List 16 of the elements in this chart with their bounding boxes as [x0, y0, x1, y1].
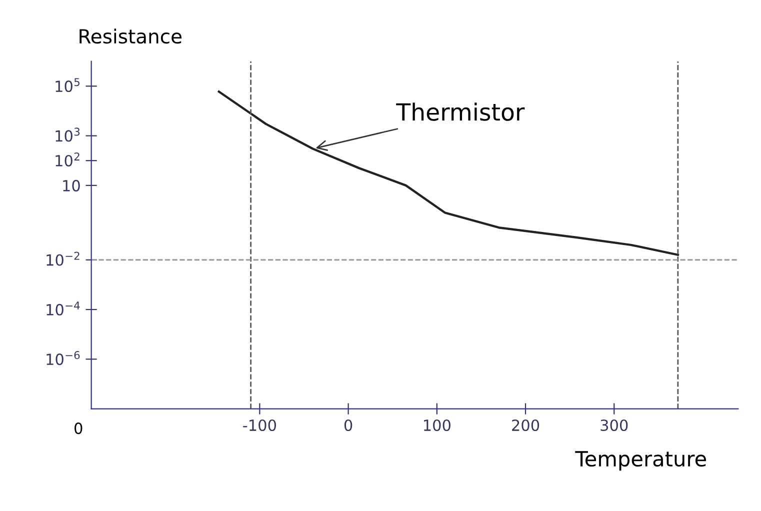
line-series — [218, 90, 680, 256]
y-tick-label: 10$^{−4}$ — [46, 302, 80, 316]
y-tick-label: 10$^{5}$ — [56, 78, 80, 92]
x-tick-label: 200 — [512, 419, 540, 432]
x-tick-label: -100 — [243, 419, 276, 432]
y-tick-label: 10$^{3}$ — [56, 128, 80, 142]
y-tick-label: 10 — [63, 180, 80, 192]
x-axis-title: Temperature — [575, 451, 706, 471]
x-tick-label: 0 — [344, 419, 352, 432]
y-axis-title: Resistance — [80, 28, 182, 44]
x-tick-label: 300 — [600, 419, 628, 432]
x-tick-label: 100 — [424, 419, 450, 432]
y-tick-label: 10$^{−2}$ — [46, 252, 80, 266]
y-tick-label: 10$^{−6}$ — [46, 351, 80, 366]
annotation: Thermistor — [396, 102, 525, 121]
y-tick-label: 10$^{2}$ — [56, 152, 80, 167]
